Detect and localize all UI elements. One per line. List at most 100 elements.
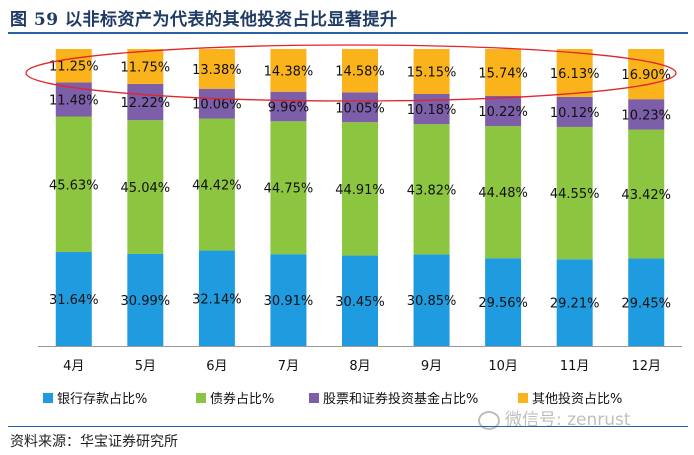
data-label: 16.90% bbox=[621, 68, 671, 83]
data-label-layer: 31.64% 45.63% 11.48% 11.25% 30.99% 45.04% 12.2… bbox=[49, 60, 671, 312]
data-label: 29.45% bbox=[621, 296, 671, 311]
data-label: 31.64% bbox=[49, 293, 99, 308]
watermark: 微信号: zenrust bbox=[478, 405, 631, 430]
bar-segment bbox=[342, 49, 378, 93]
bar-segment bbox=[342, 255, 378, 346]
source-note: 资料来源：华宝证券研究所 bbox=[10, 434, 178, 450]
bar-segment bbox=[127, 83, 164, 121]
bar-segment bbox=[485, 258, 522, 346]
x-tick-label: 9月 bbox=[421, 359, 442, 374]
highlight-ellipse bbox=[25, 44, 677, 102]
data-label: 44.48% bbox=[478, 186, 528, 201]
figure-title: 图 59 以非标资产为代表的其他投资占比显著提升 bbox=[10, 10, 398, 30]
data-label: 12.22% bbox=[121, 96, 171, 111]
data-label: 11.25% bbox=[49, 60, 99, 75]
bar-layer bbox=[55, 48, 665, 346]
data-label: 10.05% bbox=[335, 101, 385, 116]
data-label: 14.38% bbox=[264, 64, 314, 79]
source-rule bbox=[8, 426, 688, 427]
bar-segment bbox=[628, 99, 665, 130]
bar-segment bbox=[628, 258, 665, 346]
data-label: 43.82% bbox=[407, 183, 457, 198]
data-label: 13.38% bbox=[192, 63, 242, 78]
bar-segment bbox=[628, 49, 665, 100]
bar-segment bbox=[556, 96, 593, 127]
bar-segment bbox=[127, 253, 164, 346]
data-label: 30.45% bbox=[335, 295, 385, 310]
data-label: 15.15% bbox=[407, 65, 457, 80]
data-label: 43.42% bbox=[621, 188, 671, 203]
x-tick-label: 8月 bbox=[349, 359, 370, 374]
legend-swatch bbox=[309, 393, 319, 403]
x-tick-layer: 4月 5月 6月 7月 8月 9月 10月 11月 12月 bbox=[63, 359, 661, 374]
legend-swatch bbox=[518, 393, 528, 403]
data-label: 44.75% bbox=[264, 182, 314, 197]
bar-segment bbox=[413, 93, 450, 125]
x-tick-label: 6月 bbox=[206, 359, 227, 374]
legend-label: 股票和证券投资基金占比% bbox=[323, 391, 478, 407]
bar-segment bbox=[556, 48, 593, 97]
bar-segment bbox=[270, 91, 307, 122]
data-label: 29.56% bbox=[478, 296, 528, 311]
bar-segment bbox=[198, 250, 235, 346]
data-label: 14.58% bbox=[335, 65, 385, 80]
figure-header: 图 59 以非标资产为代表的其他投资占比显著提升 bbox=[0, 0, 694, 34]
data-label: 10.23% bbox=[621, 108, 671, 123]
data-label: 11.48% bbox=[49, 93, 99, 108]
legend-swatch bbox=[196, 393, 206, 403]
wechat-icon bbox=[478, 410, 500, 430]
bar-segment bbox=[270, 49, 307, 92]
bar-segment bbox=[198, 118, 235, 251]
data-label: 44.91% bbox=[335, 183, 385, 198]
bar-segment bbox=[556, 126, 593, 260]
bar-segment bbox=[55, 49, 92, 83]
data-label: 29.21% bbox=[550, 297, 600, 312]
legend-swatch bbox=[43, 393, 53, 403]
x-tick-label: 11月 bbox=[560, 359, 590, 374]
stacked-bar-chart: 31.64% 45.63% 11.48% 11.25% 30.99% 45.04% 12.2… bbox=[25, 44, 682, 407]
bar-segment bbox=[413, 49, 450, 94]
watermark-text: 微信号: zenrust bbox=[505, 410, 631, 430]
data-label: 10.06% bbox=[192, 98, 242, 113]
bar-segment bbox=[342, 122, 378, 256]
bar-segment bbox=[127, 49, 164, 84]
data-label: 44.42% bbox=[192, 179, 242, 194]
bar-segment bbox=[198, 88, 235, 119]
x-tick-label: 4月 bbox=[63, 359, 84, 374]
data-label: 44.55% bbox=[550, 187, 600, 202]
data-label: 10.18% bbox=[407, 103, 457, 118]
bar-segment bbox=[55, 252, 92, 346]
data-label: 16.13% bbox=[550, 67, 600, 82]
title-rule bbox=[8, 32, 688, 34]
legend-label: 其他投资占比% bbox=[532, 391, 622, 407]
data-label: 10.22% bbox=[478, 105, 528, 120]
bar-segment bbox=[413, 254, 450, 346]
data-label: 30.85% bbox=[407, 294, 457, 309]
legend: 银行存款占比% 债券占比% 股票和证券投资基金占比% 其他投资占比% bbox=[43, 391, 622, 407]
data-label: 45.63% bbox=[49, 178, 99, 193]
bar-segment bbox=[198, 49, 235, 89]
data-label: 30.99% bbox=[121, 294, 171, 309]
bar-segment bbox=[127, 120, 164, 254]
bar-segment bbox=[485, 49, 522, 96]
bar-segment bbox=[413, 124, 450, 255]
chart-container: 31.64% 45.63% 11.48% 11.25% 30.99% 45.04% 12.2… bbox=[0, 36, 694, 411]
data-label: 10.12% bbox=[550, 106, 600, 121]
data-label: 11.75% bbox=[121, 60, 171, 75]
data-label: 9.96% bbox=[268, 100, 309, 115]
x-tick-label: 7月 bbox=[278, 359, 299, 374]
bar-segment bbox=[55, 116, 92, 253]
legend-label: 银行存款占比% bbox=[57, 392, 147, 407]
bar-segment bbox=[556, 259, 593, 346]
bar-segment bbox=[485, 126, 522, 259]
bar-segment bbox=[342, 92, 378, 123]
x-tick-label: 10月 bbox=[488, 359, 518, 374]
data-label: 32.14% bbox=[192, 292, 242, 307]
data-label: 15.74% bbox=[478, 66, 528, 81]
bar-segment bbox=[270, 121, 307, 255]
bar-segment bbox=[628, 129, 665, 259]
bar-segment bbox=[270, 254, 307, 346]
data-label: 45.04% bbox=[121, 181, 171, 196]
legend-label: 债券占比% bbox=[210, 391, 274, 407]
x-tick-label: 5月 bbox=[135, 359, 156, 374]
